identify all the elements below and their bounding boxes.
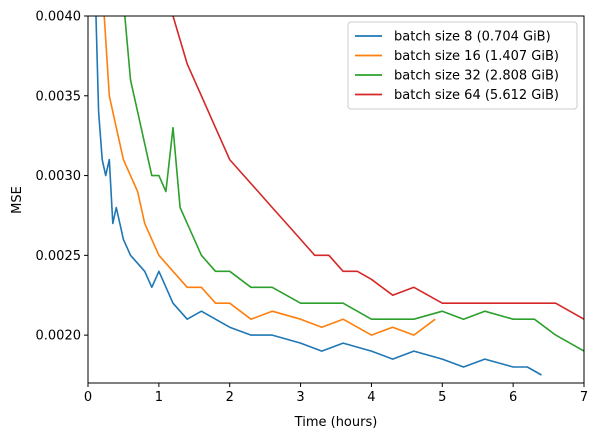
legend-label-2: batch size 16 (1.407 GiB) <box>394 49 559 64</box>
y-tick-label: 0.0020 <box>36 329 82 344</box>
y-tick-label: 0.0040 <box>36 10 82 25</box>
x-tick-label: 4 <box>367 390 375 405</box>
x-tick-label: 6 <box>509 390 517 405</box>
plot-frame <box>87 15 585 384</box>
legend-label-4: batch size 64 (5.612 GiB) <box>394 88 559 103</box>
legend-box <box>347 21 578 110</box>
x-tick-label: 1 <box>155 390 163 405</box>
series-line-1 <box>95 16 542 376</box>
x-tick-label: 2 <box>226 390 234 405</box>
x-tick-label: 5 <box>438 390 446 405</box>
legend-label-1: batch size 8 (0.704 GiB) <box>394 30 551 45</box>
series-layer <box>95 16 584 376</box>
series-line-2 <box>103 16 436 336</box>
y-tick-label: 0.0035 <box>36 89 82 104</box>
y-axis: 0.0020 0.0025 0.0030 0.0035 0.0040 <box>36 10 88 344</box>
legend: batch size 8 (0.704 GiB) batch size 16 (1… <box>347 21 578 110</box>
series-line-4 <box>172 16 584 320</box>
x-tick-label: 7 <box>580 390 588 405</box>
x-tick-label: 3 <box>296 390 304 405</box>
x-tick-label: 0 <box>84 390 92 405</box>
x-axis: 0 1 2 3 4 5 6 7 <box>84 383 588 405</box>
legend-label-3: batch size 32 (2.808 GiB) <box>394 69 559 84</box>
y-tick-label: 0.0030 <box>36 169 82 184</box>
y-axis-title: MSE <box>10 186 25 214</box>
y-tick-label: 0.0025 <box>36 249 82 264</box>
x-axis-title: Time (hours) <box>294 415 378 430</box>
series-line-3 <box>124 16 584 352</box>
